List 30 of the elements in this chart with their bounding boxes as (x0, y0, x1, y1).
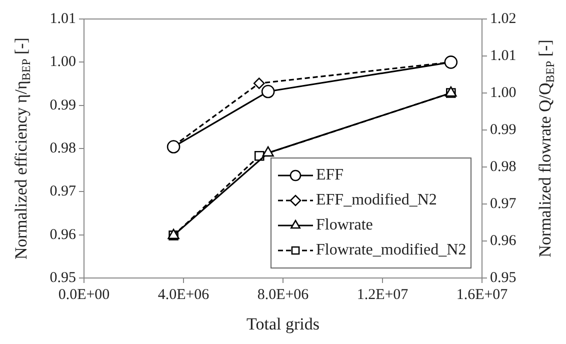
y2-tick-label: 0.98 (490, 158, 516, 175)
point (262, 146, 274, 157)
point (261, 84, 275, 98)
x-axis-title: Total grids (246, 314, 320, 334)
y-axis-title: Normalized efficiency η/ηBEP [-] (11, 38, 34, 260)
x-tick-label: 4.0E+06 (158, 286, 210, 303)
y2-tick-label: 0.96 (490, 232, 517, 249)
y-tick-label: 0.98 (50, 140, 76, 156)
x-tick-label: 1.6E+07 (456, 286, 508, 303)
legend-label: EFF_modified_N2 (316, 192, 437, 209)
y-tick-label: 1.01 (50, 10, 76, 27)
y2-tick-label: 1.02 (490, 10, 516, 27)
y-tick-label: 1.00 (50, 54, 76, 70)
legend-label: Flowrate (316, 216, 373, 234)
x-tick-label: 1.2E+07 (356, 286, 409, 303)
x-tick-label: 0.0E+00 (58, 286, 110, 303)
y-tick-label: 0.96 (50, 226, 76, 243)
y2-tick-label: 0.99 (490, 122, 516, 138)
y2-tick-label: 0.97 (490, 196, 517, 212)
y2-axis-title: Normalized flowrate Q/QBEP [-] (535, 40, 558, 258)
legend-label: EFF (316, 166, 344, 184)
y-tick-label: 0.95 (50, 270, 76, 286)
x-tick-label: 8.0E+06 (257, 286, 310, 303)
legend-label: Flowrate_modified_N2 (316, 242, 466, 259)
y-tick-label: 0.99 (50, 97, 76, 114)
y-tick-label: 0.97 (50, 184, 76, 200)
y2-tick-label: 1.00 (490, 84, 516, 101)
y2-tick-label: 1.01 (490, 48, 516, 64)
y2-tick-label: 0.95 (490, 270, 516, 286)
point (253, 78, 265, 89)
